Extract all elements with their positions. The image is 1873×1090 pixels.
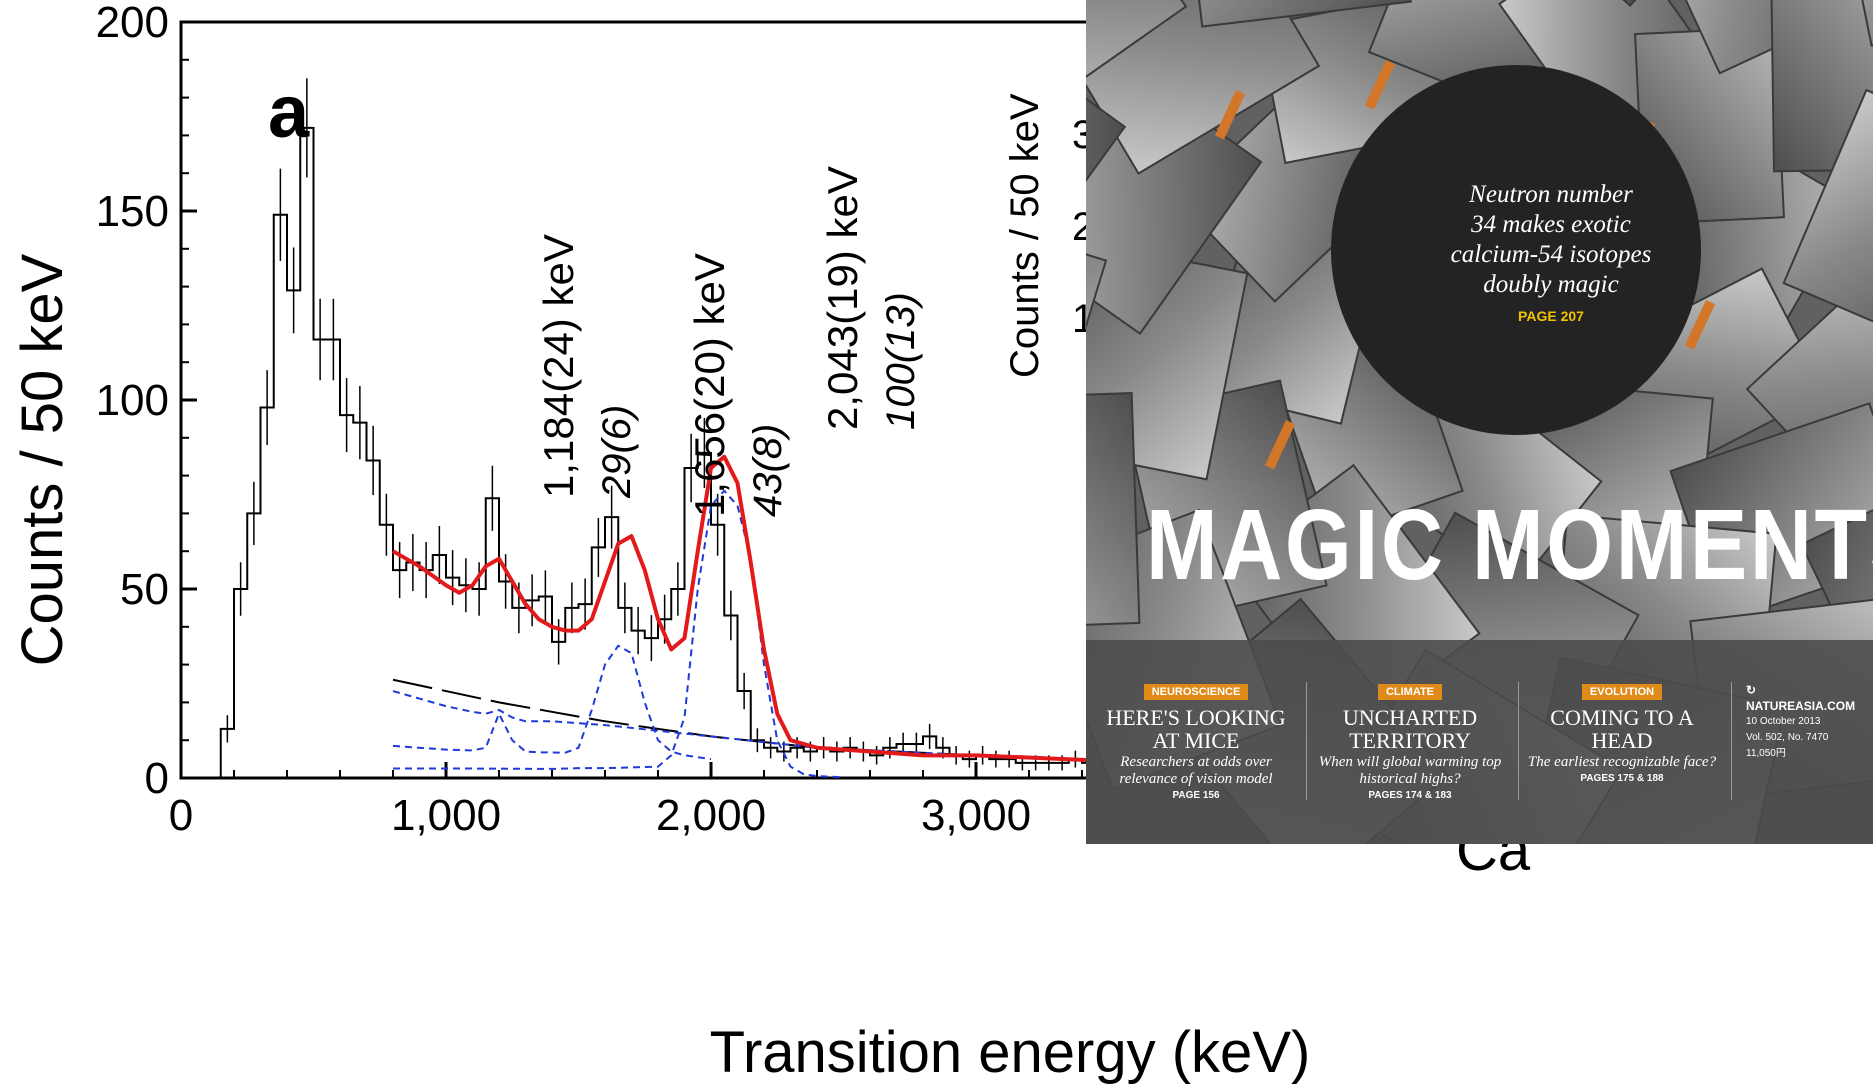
- metal-plate: [1086, 0, 1188, 141]
- peak-3-energy: 2,043(19) keV: [819, 166, 866, 430]
- fit-curve-blue-dotted: [392, 690, 977, 757]
- issue-date: 10 October 2013: [1746, 716, 1821, 727]
- story-pages: PAGE 156: [1172, 790, 1220, 801]
- issue-volume: Vol. 502, No. 7470: [1746, 732, 1829, 743]
- copper-glint: [1364, 59, 1396, 110]
- copper-glint: [1684, 300, 1716, 350]
- metal-plate: [1182, 0, 1412, 28]
- y-tick-label: 200: [96, 0, 169, 47]
- story-divider: [1518, 682, 1519, 800]
- tagline-line: Neutron number: [1469, 181, 1633, 208]
- story-title: UNCHARTED TERRITORY: [1342, 705, 1478, 753]
- refresh-icon: ↻: [1746, 683, 1757, 697]
- story-blurb: Researchers at odds over relevance of vi…: [1119, 754, 1273, 787]
- y-tick-label: 150: [96, 187, 169, 236]
- story-divider: [1306, 682, 1307, 800]
- story-divider: [1731, 682, 1732, 800]
- story-blurb: The earliest recognizable face?: [1527, 754, 1717, 770]
- story-title: COMING TO A HEAD: [1550, 705, 1694, 753]
- story-neuroscience: NEUROSCIENCE HERE'S LOOKING AT MICE Rese…: [1096, 682, 1296, 801]
- story-pages: PAGES 175 & 188: [1580, 773, 1664, 784]
- story-evolution: EVOLUTION COMING TO A HEAD The earliest …: [1522, 682, 1722, 784]
- x-tick-label: 3,000: [921, 791, 1031, 840]
- site-text: NATUREASIA.COM: [1746, 699, 1856, 713]
- cover-background-art: [1086, 0, 1873, 844]
- y-tick-labels: 0 50 100 150 200: [96, 0, 169, 803]
- metal-plate: [1086, 392, 1141, 631]
- cover-tagline: Neutron number 34 makes exotic calcium-5…: [1386, 180, 1716, 300]
- tagline-line: doubly magic: [1483, 271, 1619, 298]
- tagline-line: calcium-54 isotopes: [1450, 241, 1652, 268]
- story-title: HERE'S LOOKING AT MICE: [1106, 705, 1286, 753]
- x-tick-label: 2,000: [656, 791, 766, 840]
- copper-glint: [1264, 420, 1296, 470]
- fit-curve-red-solid: [392, 454, 1507, 775]
- peak-1-energy: 1,184(24) keV: [535, 234, 582, 498]
- cover-issue-info: ↻ NATUREASIA.COM 10 October 2013 Vol. 50…: [1746, 682, 1866, 762]
- tagline-page-ref: PAGE 207: [1518, 308, 1584, 324]
- y-tick-label: 50: [120, 565, 169, 614]
- fit-curve-blue-dotted: [393, 489, 844, 779]
- issue-price: 11,050円: [1746, 748, 1786, 759]
- y-axis-title: Counts / 50 keV: [10, 253, 75, 666]
- peak-3-intensity: 100(13): [879, 292, 923, 430]
- story-climate: CLIMATE UNCHARTED TERRITORY When will gl…: [1310, 682, 1510, 801]
- copper-glint: [1214, 90, 1246, 140]
- story-tag: EVOLUTION: [1581, 684, 1663, 700]
- peak-2-energy: 1,656(20) keV: [686, 253, 733, 517]
- peak-1-intensity: 29(6): [595, 405, 639, 499]
- story-tag: NEUROSCIENCE: [1143, 684, 1249, 700]
- story-pages: PAGES 174 & 183: [1368, 790, 1452, 801]
- metal-plate: [1782, 88, 1873, 348]
- y-tick-label: 100: [96, 376, 169, 425]
- central-opening: [1331, 65, 1701, 435]
- cover-headline: MAGIC MOMENTS: [1146, 489, 1873, 601]
- site-url: ↻ NATUREASIA.COM: [1746, 682, 1866, 714]
- inset-y-axis-title: Counts / 50 keV: [1003, 93, 1047, 378]
- x-tick-label: 0: [169, 791, 193, 840]
- story-tag: CLIMATE: [1377, 684, 1443, 700]
- fit-curve-blue-dotted: [392, 644, 712, 761]
- tagline-line: 34 makes exotic: [1471, 211, 1631, 238]
- magazine-cover: Neutron number 34 makes exotic calcium-5…: [1086, 0, 1873, 844]
- x-axis-title: Transition energy (keV): [710, 1020, 1311, 1085]
- x-tick-label: 1,000: [391, 791, 501, 840]
- story-blurb: When will global warming top historical …: [1318, 754, 1502, 787]
- peak-2-intensity: 43(8): [746, 424, 790, 517]
- panel-label: a: [268, 70, 310, 153]
- y-tick-label: 0: [145, 754, 169, 803]
